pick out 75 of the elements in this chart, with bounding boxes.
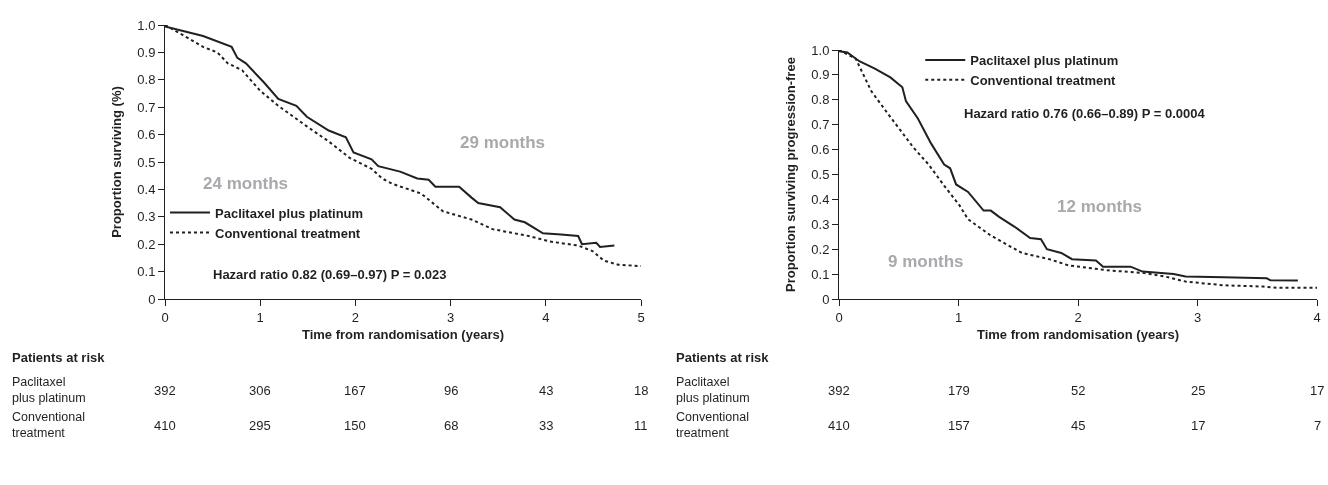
text: 52 — [1071, 383, 1086, 398]
x-tick-label: 2 — [1074, 309, 1082, 325]
text: 410 — [828, 418, 850, 433]
legend-label: Conventional treatment — [970, 72, 1117, 88]
x-tick-label: 3 — [1193, 309, 1202, 325]
annotation: 24 months — [203, 174, 289, 193]
y-tick-label: 0.2 — [137, 236, 156, 252]
text: Paclitaxel plus platinum — [12, 375, 86, 406]
annotation: Hazard ratio 0.76 (0.66–0.89) P = 0.0004 — [964, 106, 1206, 121]
x-tick-label: 4 — [1313, 309, 1321, 325]
x-axis-title: Time from randomisation (years) — [301, 327, 505, 343]
annotation: 12 months — [1057, 197, 1143, 216]
text: 17 — [1310, 383, 1325, 398]
y-axis-title: Proportion surviving progression-free — [783, 57, 799, 292]
y-tick-label: 0 — [822, 291, 830, 307]
y-tick-label: 0.4 — [137, 181, 156, 197]
y-tick-label: 0.8 — [137, 72, 156, 88]
x-tick-label: 2 — [351, 309, 360, 325]
text: 306 — [249, 383, 271, 398]
y-tick-label: 0.5 — [811, 167, 830, 183]
legend-label: Paclitaxel plus platinum — [215, 205, 364, 221]
y-tick-label: 0.7 — [137, 99, 156, 115]
y-tick-label: 0 — [148, 291, 156, 307]
text: 295 — [249, 418, 271, 433]
text: Patients at risk — [676, 350, 770, 365]
legend-label: Conventional treatment — [215, 225, 361, 241]
x-tick-label: 1 — [954, 309, 963, 325]
y-tick-label: 0.9 — [811, 67, 830, 83]
y-tick-label: 0.8 — [811, 92, 830, 108]
text: 410 — [154, 418, 176, 433]
text: 7 — [1314, 418, 1322, 433]
y-tick-label: 0.7 — [811, 117, 830, 133]
y-tick-label: 0.1 — [811, 266, 830, 282]
text: Conventional treatment — [12, 410, 85, 441]
text: 392 — [154, 383, 176, 398]
y-tick-label: 0.1 — [137, 264, 156, 280]
text: Conventional treatment — [676, 410, 749, 441]
y-tick-label: 1.0 — [811, 42, 830, 58]
x-axis-title: Time from randomisation (years) — [976, 327, 1180, 343]
x-tick-label: 0 — [835, 309, 843, 325]
text: 18 — [634, 383, 649, 398]
y-tick-label: 0.2 — [811, 241, 830, 257]
x-tick-label: 5 — [637, 309, 645, 325]
y-tick-label: 0.3 — [137, 209, 156, 225]
text: 45 — [1071, 418, 1086, 433]
text: 150 — [344, 418, 366, 433]
y-tick-label: 0.6 — [137, 127, 156, 143]
y-tick-label: 0.9 — [137, 44, 156, 60]
text: 43 — [539, 383, 554, 398]
x-tick-label: 0 — [161, 309, 169, 325]
y-tick-label: 0.3 — [811, 216, 830, 232]
text: Patients at risk — [12, 350, 106, 365]
text: 167 — [344, 383, 366, 398]
text: 33 — [539, 418, 554, 433]
annotation: 9 months — [888, 252, 964, 271]
text: 96 — [444, 383, 459, 398]
x-tick-label: 1 — [256, 309, 264, 325]
text: Paclitaxel plus platinum — [676, 375, 750, 406]
text: 157 — [948, 418, 970, 433]
text: 17 — [1191, 418, 1206, 433]
x-tick-label: 4 — [542, 309, 550, 325]
annotation: 29 months — [460, 133, 546, 152]
text: 392 — [828, 383, 850, 398]
y-tick-label: 0.5 — [137, 154, 156, 170]
y-tick-label: 0.4 — [811, 191, 830, 207]
y-tick-label: 0.6 — [811, 142, 830, 158]
y-tick-label: 1.0 — [137, 17, 156, 33]
annotation: Hazard ratio 0.82 (0.69–0.97) P = 0.023 — [213, 267, 447, 282]
text: 11 — [634, 418, 648, 433]
text: 68 — [444, 418, 459, 433]
text: 25 — [1191, 383, 1206, 398]
x-tick-label: 3 — [446, 309, 455, 325]
legend-label: Paclitaxel plus platinum — [970, 53, 1119, 69]
y-axis-title: Proportion surviving (%) — [109, 86, 125, 238]
text: 179 — [948, 383, 970, 398]
